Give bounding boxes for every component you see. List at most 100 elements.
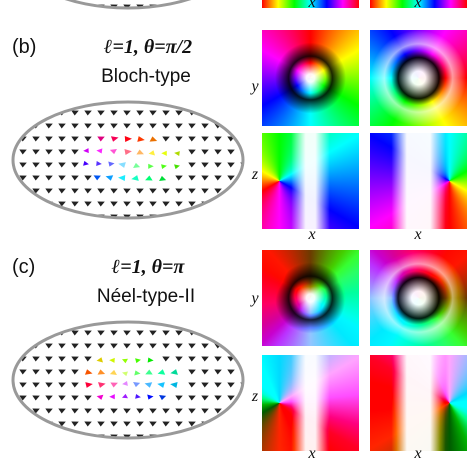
spin-cone (19, 175, 27, 181)
texture-name: Néel-type-II (96, 286, 196, 307)
spin-cone (214, 102, 222, 103)
spin-cone (188, 408, 196, 414)
spin-cone (201, 175, 209, 181)
spin-cone (201, 4, 209, 8)
spin-cone (122, 380, 128, 386)
spin-cone (58, 408, 66, 414)
spin-cone (97, 188, 105, 194)
spin-cone (188, 395, 196, 401)
spin-cone (188, 102, 196, 103)
spin-cone (32, 188, 40, 194)
spin-cone (175, 421, 183, 427)
spin-cone (175, 434, 183, 438)
spin-cone (175, 214, 183, 218)
spin-cone (147, 357, 154, 363)
formula: ℓ=1, θ=π (111, 256, 185, 278)
spin-cone (71, 382, 79, 388)
spin-cone (45, 149, 53, 155)
spin-cone (58, 369, 66, 375)
spin-cone (201, 214, 209, 218)
x-axis-label: x (414, 226, 422, 243)
spin-cone (19, 149, 27, 155)
z-axis-label: z (251, 166, 259, 183)
spin-cone (227, 4, 235, 8)
spin-cone (227, 110, 235, 116)
spin-cone (162, 188, 170, 194)
spin-cone (149, 123, 157, 129)
spin-cone (123, 123, 131, 129)
spin-cone (240, 408, 243, 414)
spin-cone (227, 123, 235, 129)
spin-cone (105, 175, 114, 181)
spin-cone (201, 123, 209, 129)
panel-label: (b) (12, 36, 37, 58)
spin-cone (174, 164, 180, 170)
spin-cone (136, 343, 144, 349)
spin-cone (97, 408, 105, 414)
spin-cone (13, 214, 14, 218)
spin-cone (175, 343, 183, 349)
spin-cone (162, 201, 170, 207)
spin-cone (214, 214, 222, 218)
spin-cone (71, 356, 79, 362)
spin-cone (58, 356, 66, 362)
spin-cone (71, 162, 79, 168)
spin-cone (13, 434, 14, 438)
spin-cone (201, 136, 209, 142)
spin-cone (137, 136, 145, 142)
spin-cone (71, 421, 79, 427)
spin-cone (214, 201, 222, 207)
spin-cone (58, 343, 66, 349)
spin-cone (201, 408, 209, 414)
spin-cone (110, 421, 118, 427)
spin-cone (214, 356, 222, 362)
spin-cone (149, 188, 157, 194)
spin-cone (240, 188, 243, 194)
spin-cone (71, 123, 79, 129)
spin-cone (84, 356, 92, 362)
spin-cone (240, 421, 243, 427)
spin-cone (71, 322, 79, 323)
spin-cone (110, 408, 118, 414)
spin-cone (227, 102, 235, 103)
spin-cone (162, 330, 170, 336)
spin-cone (136, 421, 144, 427)
spin-cone (240, 322, 243, 323)
spin-cone (214, 322, 222, 323)
spin-cone (45, 408, 53, 414)
spin-cone (214, 395, 222, 401)
spin-cone (13, 110, 14, 116)
spin-cone (84, 102, 92, 103)
spin-cone (136, 188, 144, 194)
spin-cone (71, 136, 79, 142)
spin-cone (149, 110, 157, 116)
spin-cone (32, 102, 40, 103)
spin-cone (188, 123, 196, 129)
spin-cone (214, 175, 222, 181)
spin-cone (84, 136, 92, 142)
spin-cone (13, 330, 14, 336)
spin-cone (97, 343, 105, 349)
spin-cone (58, 395, 66, 401)
spin-cone (96, 394, 104, 400)
y-axis-label: y (251, 78, 259, 95)
spin-cone (32, 382, 40, 388)
spin-cone (19, 408, 27, 414)
spin-cone (19, 201, 27, 207)
spin-cone (93, 175, 101, 181)
spin-cone (58, 136, 66, 142)
spin-cone (214, 188, 222, 194)
spin-cone (32, 369, 40, 375)
spin-cone (201, 162, 209, 168)
spin-cone (13, 175, 14, 181)
spin-cone (97, 110, 105, 116)
spin-cone (201, 382, 209, 388)
spin-cone (109, 149, 117, 155)
spin-cone (162, 123, 170, 129)
spin-cone (175, 110, 183, 116)
x-axis-label: x (308, 0, 316, 11)
spin-cone (58, 4, 66, 8)
spin-cone (32, 4, 40, 8)
spin-cone (240, 343, 243, 349)
spin-cone (32, 175, 40, 181)
